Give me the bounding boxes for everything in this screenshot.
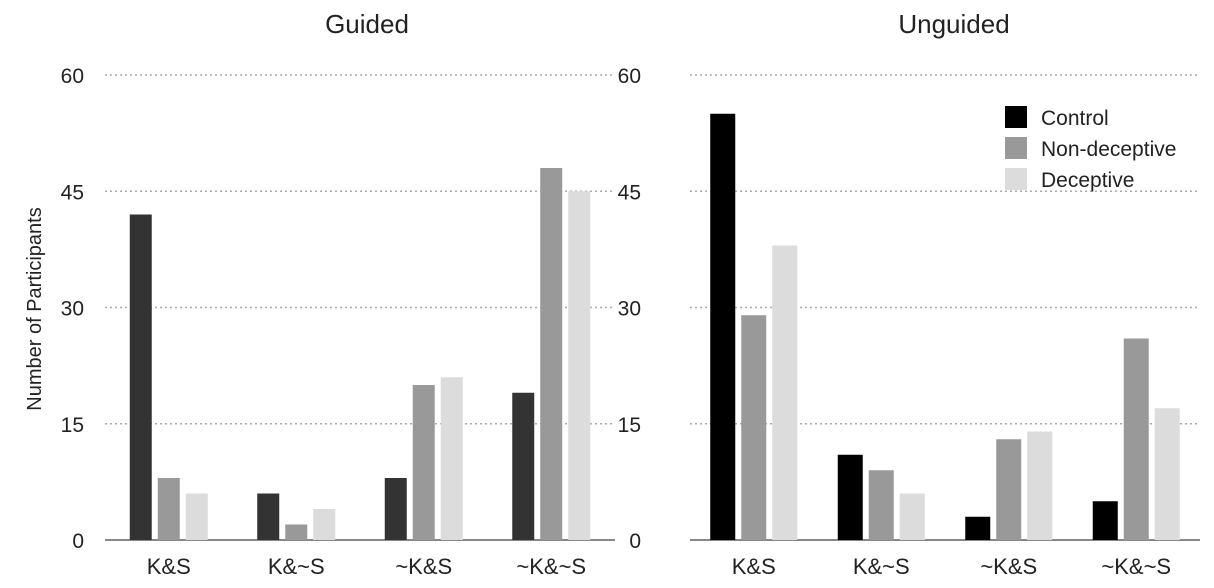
x-tick-label-guided-2: ~K&S [395, 554, 452, 579]
bar-guided-non-deceptive-2 [412, 385, 435, 540]
x-tick-label-guided-1: K&~S [268, 554, 325, 579]
y-tick-label-unguided-45: 45 [618, 181, 641, 204]
bar-unguided-non-deceptive-1 [868, 470, 894, 540]
bar-guided-control-2 [384, 478, 407, 540]
x-tick-label-unguided-3: ~K&~S [1101, 554, 1171, 579]
legend-label-control: Control [1041, 107, 1109, 130]
legend: Control Non-deceptive Deceptive [1005, 106, 1176, 192]
y-tick-label-guided-60: 60 [61, 65, 84, 88]
bar-unguided-control-0 [710, 113, 736, 540]
x-tick-label-guided-0: K&S [147, 554, 191, 579]
bar-unguided-deceptive-3 [1154, 408, 1180, 540]
bar-unguided-non-deceptive-2 [996, 439, 1022, 540]
x-tick-label-guided-3: ~K&~S [516, 554, 586, 579]
y-tick-label-guided-0: 0 [72, 530, 84, 553]
y-tick-label-unguided-30: 30 [618, 298, 641, 321]
bar-guided-control-1 [257, 493, 280, 540]
y-tick-label-unguided-0: 0 [629, 530, 641, 553]
y-tick-label-guided-15: 15 [61, 414, 84, 437]
bar-guided-deceptive-1 [313, 509, 336, 540]
bar-guided-deceptive-2 [440, 377, 463, 540]
bar-guided-non-deceptive-1 [285, 524, 308, 540]
legend-swatch-control [1005, 106, 1027, 128]
bar-unguided-control-1 [837, 454, 863, 540]
bar-unguided-non-deceptive-0 [741, 315, 767, 540]
plot-guided: 0 15 30 45 60 K&S K&~S ~K&S ~K&~S [61, 65, 615, 579]
x-tick-label-unguided-1: K&~S [853, 554, 910, 579]
legend-swatch-deceptive [1005, 168, 1027, 190]
bar-unguided-deceptive-1 [899, 493, 925, 540]
legend-label-deceptive: Deceptive [1041, 169, 1134, 192]
chart-title-guided: Guided [325, 9, 409, 39]
bar-unguided-control-3 [1092, 501, 1118, 540]
bar-guided-control-3 [512, 392, 535, 540]
legend-swatch-non-deceptive [1005, 137, 1027, 159]
bar-unguided-deceptive-0 [772, 245, 798, 540]
bar-unguided-control-2 [965, 516, 991, 540]
y-tick-label-unguided-15: 15 [618, 414, 641, 437]
x-tick-label-unguided-0: K&S [732, 554, 776, 579]
y-tick-label-guided-45: 45 [61, 181, 84, 204]
y-tick-label-guided-30: 30 [61, 298, 84, 321]
bar-guided-control-0 [129, 214, 152, 540]
x-tick-label-unguided-2: ~K&S [980, 554, 1037, 579]
bar-unguided-non-deceptive-3 [1123, 338, 1149, 540]
y-tick-label-unguided-60: 60 [618, 65, 641, 88]
plot-unguided: 0 15 30 45 60 K&S K&~S ~K&S ~K&~S [618, 65, 1200, 579]
bar-guided-non-deceptive-3 [540, 168, 563, 540]
bar-unguided-deceptive-2 [1027, 431, 1053, 540]
bar-guided-deceptive-0 [185, 493, 208, 540]
chart-title-unguided: Unguided [898, 9, 1009, 39]
legend-label-non-deceptive: Non-deceptive [1041, 138, 1176, 161]
y-axis-label: Number of Participants [24, 207, 46, 410]
bar-guided-deceptive-3 [568, 191, 591, 540]
bar-guided-non-deceptive-0 [157, 478, 180, 540]
